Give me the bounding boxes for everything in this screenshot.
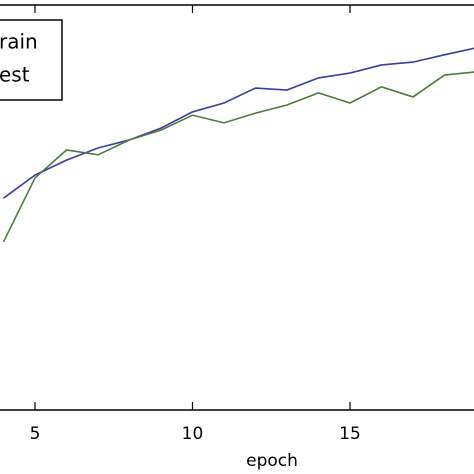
series-line (2, 71, 474, 243)
x-tick-label: 15 (339, 424, 361, 444)
x-tick-label: 10 (182, 424, 204, 444)
x-tick-label: 5 (30, 424, 41, 444)
legend: rain est (0, 19, 63, 101)
plot-area (0, 4, 474, 411)
legend-label: rain (0, 30, 38, 54)
x-axis-label: epoch (246, 451, 298, 471)
legend-label: est (0, 63, 30, 87)
series-line (3, 47, 474, 199)
legend-box (0, 19, 63, 101)
